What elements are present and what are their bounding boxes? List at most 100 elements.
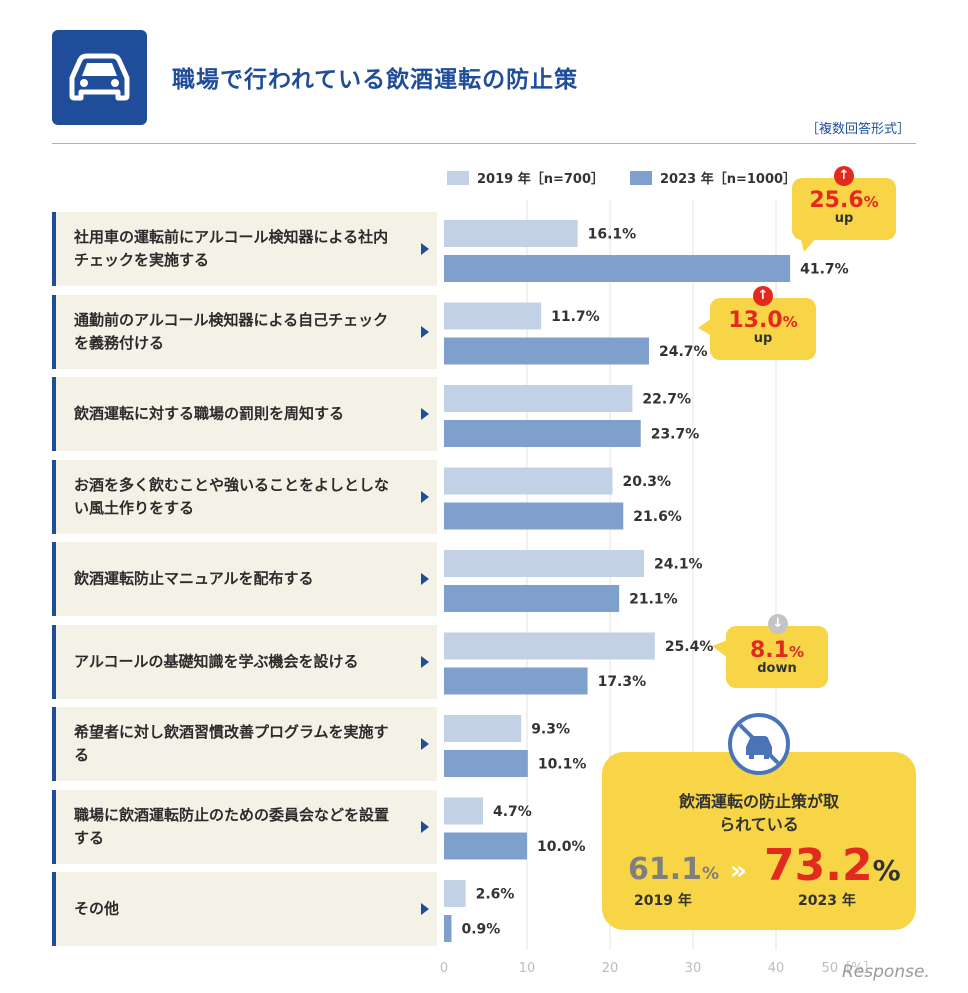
watermark: Response. — [842, 962, 930, 982]
up-arrow-icon: ↑ — [753, 286, 773, 306]
summary-old-year: 2019 年 — [634, 893, 692, 909]
category-label-box: お酒を多く飲むことや強いることをよしとしない風土作りをする — [52, 459, 437, 534]
triangle-right-icon — [421, 738, 429, 750]
callout-row1-direction: up — [834, 211, 854, 226]
category-label-box: 飲酒運転に対する職場の罰則を周知する — [52, 377, 437, 451]
bar-label-2023: 10.1% — [538, 757, 587, 773]
bar-2019 — [444, 385, 633, 412]
category-label: 社用車の運転前にアルコール検知器による社内チェックを実施する — [74, 228, 389, 269]
bar-label-2023: 21.1% — [629, 592, 678, 608]
callout-row2-unit: % — [782, 313, 798, 331]
x-tick-label: 20 — [602, 961, 619, 976]
bar-label-2019: 16.1% — [588, 227, 637, 243]
up-arrow-icon: ↑ — [834, 166, 854, 186]
callout-row6: 8.1% down — [726, 626, 828, 688]
bar-label-2019: 11.7% — [551, 309, 600, 325]
bar-2019 — [444, 467, 613, 495]
callout-row2-direction: up — [753, 331, 773, 346]
summary-new-unit: % — [872, 854, 901, 887]
callout-row1-value: 25.6 — [809, 188, 864, 213]
callout-row6-direction: down — [757, 661, 797, 676]
answer-format-note: ［複数回答形式］ — [805, 122, 910, 137]
no-car-icon — [738, 723, 780, 765]
bar-2023 — [444, 832, 527, 860]
bar-2019 — [444, 632, 655, 660]
callout-row2-pointer — [698, 318, 712, 336]
bar-label-2023: 21.6% — [633, 509, 682, 525]
bar-2019 — [444, 220, 578, 247]
legend-swatch-2023 — [630, 170, 652, 185]
bar-2019 — [444, 550, 645, 577]
summary-new-year: 2023 年 — [798, 893, 856, 909]
category-label-box: その他 — [52, 872, 437, 946]
triangle-right-icon — [421, 325, 429, 338]
x-tick-label: 0 — [440, 961, 448, 976]
summary-old-value-wrap: 61.1% — [628, 852, 719, 887]
bar-label-2019: 9.3% — [531, 722, 570, 738]
callout-row1-pointer — [800, 236, 818, 252]
bar-2023 — [444, 750, 528, 777]
callout-row6-value: 8.1 — [749, 638, 789, 663]
legend-label-2019: 2019 年［n=700］ — [477, 172, 604, 187]
bar-2019 — [444, 797, 484, 825]
triangle-right-icon — [421, 490, 429, 503]
category-label-box: 飲酒運転防止マニュアルを配布する — [52, 542, 437, 616]
category-label: 通勤前のアルコール検知器による自己チェックを義務付ける — [74, 310, 389, 352]
chevron-right-icon: » — [730, 856, 747, 886]
bar-2023 — [444, 255, 791, 282]
bar-2023 — [444, 915, 452, 942]
callout-row2-value: 13.0 — [728, 308, 783, 333]
callout-row6-pointer — [712, 640, 728, 658]
bar-2019 — [444, 715, 522, 742]
category-label-box: 社用車の運転前にアルコール検知器による社内チェックを実施する — [52, 212, 437, 286]
summary-old-value: 61.1 — [628, 852, 703, 887]
summary-old-unit: % — [702, 864, 720, 884]
category-label-box: 希望者に対し飲酒習慣改善プログラムを実施する — [52, 707, 437, 781]
page-title: 職場で行われている飲酒運転の防止策 — [172, 67, 579, 93]
bar-2019 — [444, 880, 466, 907]
bar-label-2023: 0.9% — [461, 922, 500, 938]
header-logo — [52, 30, 147, 125]
x-tick-label: 40 — [768, 961, 785, 976]
bar-label-2019: 25.4% — [665, 639, 714, 655]
legend: 2019 年［n=700］ 2023 年［n=1000］ — [447, 168, 796, 187]
category-label: 飲酒運転に対する職場の罰則を周知する — [74, 404, 345, 423]
category-label-box: 通勤前のアルコール検知器による自己チェックを義務付ける — [52, 294, 437, 369]
callout-row1-unit: % — [863, 193, 879, 211]
divider — [52, 143, 916, 144]
bar-label-2019: 4.7% — [493, 804, 532, 820]
car-icon — [69, 53, 130, 101]
x-axis-unit-label: 50［%］ — [822, 961, 877, 976]
summary-box: 飲酒運転の防止策が取られている 61.1% » 73.2% 2019 年 202… — [602, 752, 916, 930]
category-label: 職場に飲酒運転防止のための委員会などを設置する — [74, 805, 390, 847]
bar-label-2023: 23.7% — [651, 427, 700, 443]
bar-2023 — [444, 337, 650, 365]
bar-2023 — [444, 420, 641, 447]
triangle-right-icon — [421, 573, 429, 585]
triangle-right-icon — [421, 903, 429, 915]
triangle-right-icon — [421, 408, 429, 420]
category-label: アルコールの基礎知識を学ぶ機会を設ける — [74, 652, 359, 670]
triangle-right-icon — [421, 820, 429, 833]
bar-label-2023: 41.7% — [800, 262, 849, 278]
category-label-box: アルコールの基礎知識を学ぶ機会を設ける — [52, 624, 437, 699]
callout-row1: 25.6% up — [792, 178, 896, 240]
category-label: その他 — [74, 899, 120, 918]
summary-headline: 飲酒運転の防止策が取られている — [678, 792, 839, 834]
bar-label-2023: 10.0% — [537, 839, 586, 855]
no-drunk-driving-icon — [728, 713, 790, 775]
bar-label-2019: 24.1% — [654, 557, 703, 573]
bar-2019 — [444, 302, 542, 330]
bar-2023 — [444, 585, 620, 612]
bar-label-2019: 2.6% — [476, 887, 515, 903]
down-arrow-icon: ↓ — [768, 614, 788, 634]
triangle-right-icon — [421, 243, 429, 255]
bar-2023 — [444, 667, 588, 695]
category-label-box: 職場に飲酒運転防止のための委員会などを設置する — [52, 789, 437, 864]
bar-label-2019: 22.7% — [642, 392, 691, 408]
summary-new-value-wrap: 73.2% — [764, 840, 901, 891]
category-label: お酒を多く飲むことや強いることをよしとしない風土作りをする — [74, 475, 390, 517]
category-label: 飲酒運転防止マニュアルを配布する — [74, 569, 314, 588]
bar-2023 — [444, 502, 624, 530]
